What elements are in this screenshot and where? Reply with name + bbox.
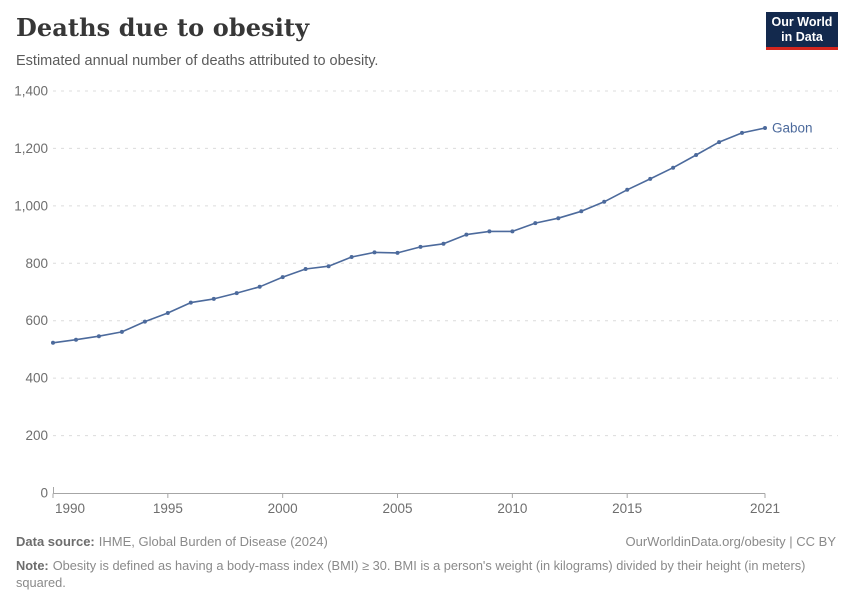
data-source-label: Data source: xyxy=(16,534,95,549)
data-point xyxy=(142,319,147,324)
data-point xyxy=(556,216,561,221)
chart-note-text: Obesity is defined as having a body-mass… xyxy=(16,557,806,590)
y-axis-tick-label: 800 xyxy=(25,256,48,271)
data-point xyxy=(234,291,239,296)
chart-footer: Data source: IHME, Global Burden of Disea… xyxy=(16,533,836,591)
data-point xyxy=(487,229,492,234)
x-axis-tick-label: 2015 xyxy=(612,501,642,516)
data-point xyxy=(510,229,515,234)
data-point xyxy=(303,267,308,271)
series-end-label: Gabon xyxy=(772,121,813,136)
data-point xyxy=(51,340,55,345)
chart-note: Note: Obesity is defined as having a body… xyxy=(16,557,836,592)
y-axis-tick-label: 1,200 xyxy=(14,141,48,156)
data-point xyxy=(326,264,331,269)
data-point xyxy=(96,334,101,339)
data-point xyxy=(464,232,469,237)
owid-logo-line1: Our World xyxy=(771,14,833,29)
data-point xyxy=(763,126,767,130)
data-point xyxy=(717,140,722,145)
data-point xyxy=(671,165,676,170)
data-point xyxy=(625,187,630,192)
data-source-text: IHME, Global Burden of Disease (2024) xyxy=(98,534,328,549)
owid-logo: Our World in Data xyxy=(766,12,838,50)
y-axis-tick-label: 1,000 xyxy=(14,198,48,213)
x-axis-tick-label: 2005 xyxy=(382,501,412,516)
data-point xyxy=(418,244,423,249)
data-point xyxy=(119,329,124,334)
data-point xyxy=(74,337,78,342)
data-point xyxy=(349,255,354,259)
chart-subtitle: Estimated annual number of deaths attrib… xyxy=(16,53,379,69)
data-point xyxy=(602,199,607,204)
x-axis-tick-label: 1990 xyxy=(55,501,85,516)
data-point xyxy=(211,296,216,301)
data-point xyxy=(694,153,699,157)
data-point xyxy=(257,284,262,289)
data-point xyxy=(648,176,653,181)
series-line xyxy=(52,127,766,344)
data-point xyxy=(188,300,193,305)
y-axis-tick-label: 1,400 xyxy=(14,84,48,99)
data-point xyxy=(579,209,584,214)
x-axis-tick-label: 2000 xyxy=(268,501,298,516)
y-axis-tick-label: 200 xyxy=(25,428,48,443)
y-axis-tick-label: 600 xyxy=(25,313,48,328)
chart-note-label: Note: xyxy=(16,557,49,573)
license-link[interactable]: OurWorldinData.org/obesity | CC BY xyxy=(625,534,837,549)
owid-logo-line2: in Data xyxy=(781,29,823,44)
page-title: Deaths due to obesity xyxy=(16,13,310,42)
data-point xyxy=(533,221,538,226)
data-point xyxy=(372,250,377,255)
data-point xyxy=(441,241,446,246)
data-point xyxy=(395,250,400,255)
data-point xyxy=(280,275,285,280)
line-chart-canvas: 0 200 400 600 800 1,000 1,200 1,400 1990 1995 2000… xyxy=(14,84,838,516)
y-axis-tick-label: 400 xyxy=(25,371,48,386)
x-axis-tick-label: 2010 xyxy=(497,501,527,516)
x-axis-tick-label: 1995 xyxy=(153,501,183,516)
y-axis-tick-label: 0 xyxy=(40,486,48,501)
x-axis-tick-label: 2021 xyxy=(750,501,780,516)
data-point xyxy=(740,130,744,135)
data-source: Data source: IHME, Global Burden of Disea… xyxy=(16,533,328,551)
data-point xyxy=(165,311,170,315)
